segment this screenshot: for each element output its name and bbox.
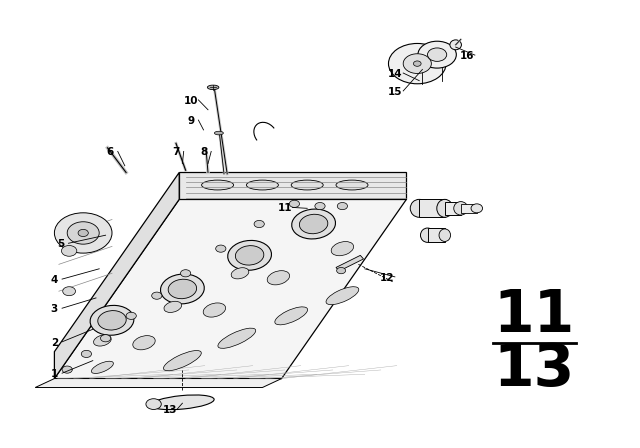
Ellipse shape [92, 361, 113, 374]
Circle shape [62, 366, 72, 373]
Ellipse shape [300, 214, 328, 234]
Ellipse shape [331, 241, 354, 256]
Text: 16: 16 [460, 51, 474, 61]
Circle shape [337, 202, 348, 210]
Text: 5: 5 [57, 239, 65, 249]
Text: 4: 4 [51, 275, 58, 285]
Polygon shape [419, 199, 445, 217]
Ellipse shape [164, 302, 182, 312]
Text: 12: 12 [380, 273, 394, 283]
Text: 1: 1 [51, 369, 58, 379]
Circle shape [180, 270, 191, 277]
Circle shape [67, 222, 99, 244]
Ellipse shape [410, 199, 428, 217]
Ellipse shape [454, 202, 468, 215]
Ellipse shape [450, 40, 461, 50]
Circle shape [126, 312, 136, 319]
Circle shape [81, 350, 92, 358]
Polygon shape [179, 172, 406, 199]
Text: 9: 9 [187, 116, 195, 126]
Circle shape [100, 335, 111, 342]
Ellipse shape [246, 180, 278, 190]
Ellipse shape [93, 335, 111, 346]
Circle shape [418, 41, 456, 68]
Ellipse shape [236, 246, 264, 265]
Ellipse shape [471, 204, 483, 213]
Ellipse shape [436, 199, 453, 217]
Text: 7: 7 [172, 147, 180, 157]
Text: 14: 14 [388, 69, 403, 79]
Ellipse shape [326, 287, 359, 305]
Ellipse shape [420, 228, 435, 242]
Ellipse shape [439, 229, 451, 241]
Polygon shape [461, 204, 477, 213]
Polygon shape [336, 255, 364, 271]
Ellipse shape [168, 279, 196, 299]
Polygon shape [54, 172, 179, 379]
Circle shape [152, 292, 162, 299]
Ellipse shape [275, 307, 308, 325]
Text: 6: 6 [106, 147, 114, 157]
Ellipse shape [218, 328, 256, 349]
Circle shape [413, 61, 421, 66]
Text: 15: 15 [388, 87, 403, 97]
Ellipse shape [161, 274, 204, 304]
Text: 13: 13 [163, 405, 177, 415]
Polygon shape [54, 199, 406, 379]
Text: 13: 13 [494, 341, 575, 398]
Ellipse shape [150, 395, 214, 409]
Text: 10: 10 [184, 96, 198, 106]
Text: 11: 11 [278, 203, 292, 213]
Ellipse shape [228, 241, 271, 270]
Circle shape [63, 287, 76, 296]
Ellipse shape [163, 350, 202, 371]
Polygon shape [445, 202, 461, 215]
Circle shape [146, 399, 161, 409]
Text: 8: 8 [200, 147, 207, 157]
Circle shape [61, 246, 77, 256]
Ellipse shape [203, 303, 226, 317]
Circle shape [388, 43, 446, 84]
Circle shape [337, 267, 346, 274]
Circle shape [254, 220, 264, 228]
Ellipse shape [214, 131, 223, 135]
Ellipse shape [267, 271, 290, 285]
Ellipse shape [292, 209, 335, 239]
Circle shape [315, 202, 325, 210]
Ellipse shape [98, 310, 126, 330]
Circle shape [78, 229, 88, 237]
Ellipse shape [90, 306, 134, 335]
Circle shape [216, 245, 226, 252]
Ellipse shape [336, 180, 368, 190]
Circle shape [428, 48, 447, 61]
Ellipse shape [231, 268, 249, 279]
Circle shape [54, 213, 112, 253]
Text: 2: 2 [51, 338, 58, 348]
Ellipse shape [132, 336, 156, 350]
Ellipse shape [207, 85, 219, 90]
Circle shape [289, 200, 300, 207]
Ellipse shape [291, 180, 323, 190]
Text: 11: 11 [494, 287, 575, 345]
Polygon shape [35, 379, 282, 388]
Circle shape [403, 54, 431, 73]
Ellipse shape [202, 180, 234, 190]
Text: 3: 3 [51, 304, 58, 314]
Polygon shape [428, 228, 445, 242]
